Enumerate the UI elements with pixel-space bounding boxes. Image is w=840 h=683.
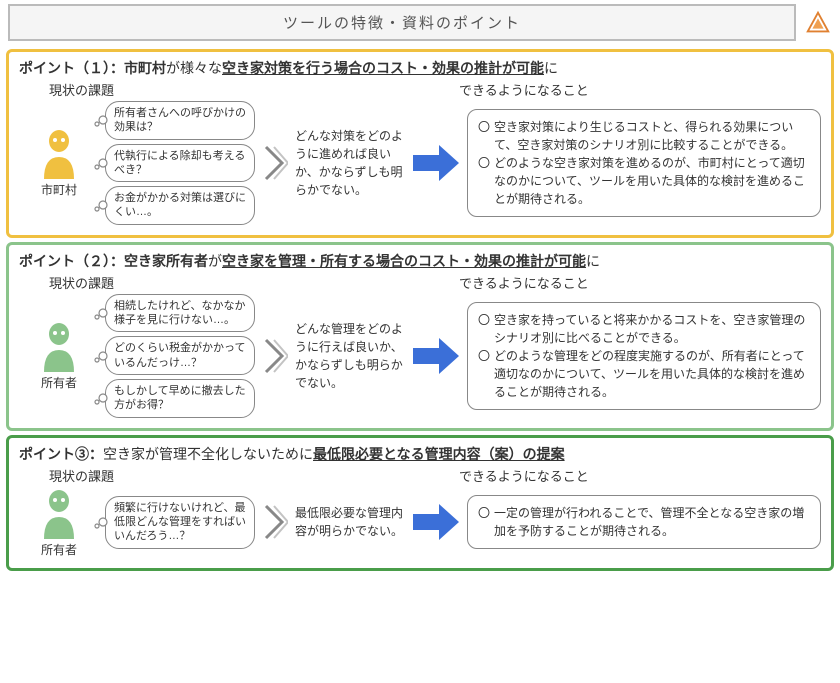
persona: 所有者 <box>19 487 99 558</box>
right-sublabel: できるようになること <box>439 466 821 485</box>
result-box: 〇一定の管理が行われることで、管理不全となる空き家の増加を予防することが期待され… <box>467 495 821 549</box>
chevron-icon <box>261 143 289 183</box>
thought-bubble: どのくらい税金がかかっているんだっけ…？ <box>105 336 255 375</box>
bubbles-col: 頻繁に行けないけれど、最低限どんな管理をすればいいんだろう…？ <box>105 496 255 549</box>
logo-icon <box>804 9 832 37</box>
persona: 市町村 <box>19 127 99 198</box>
chevron-icon <box>261 502 289 542</box>
thought-bubble: 所有者さんへの呼びかけの効果は？ <box>105 101 255 140</box>
thought-bubble: お金がかかる対策は選びにくい…。 <box>105 186 255 225</box>
chevron-icon <box>261 336 289 376</box>
left-sublabel: 現状の課題 <box>19 80 439 99</box>
arrow-icon <box>411 334 461 378</box>
result-box: 〇空き家を持っていると将来かかるコストを、空き家管理のシナリオ別に比べることがで… <box>467 302 821 410</box>
result-item: 〇どのような管理をどの程度実施するのが、所有者にとって適切なのかについて、ツール… <box>478 347 810 401</box>
header: ツールの特徴・資料のポイント <box>0 0 840 45</box>
thought-bubble: 代執行による除却も考えるべき？ <box>105 144 255 183</box>
point-title: ポイント③：空き家が管理不全化しないために最低限必要となる管理内容（案）の提案 <box>19 444 821 464</box>
thought-bubble: もしかして早めに撤去した方がお得？ <box>105 379 255 418</box>
persona-label: 所有者 <box>41 374 77 391</box>
result-item: 〇一定の管理が行われることで、管理不全となる空き家の増加を予防することが期待され… <box>478 504 810 540</box>
persona-label: 市町村 <box>41 181 77 198</box>
point-title: ポイント（２）：空き家所有者が空き家を管理・所有する場合のコスト・効果の推計が可… <box>19 251 821 271</box>
point-section-3: ポイント③：空き家が管理不全化しないために最低限必要となる管理内容（案）の提案 … <box>6 435 834 571</box>
right-sublabel: できるようになること <box>439 80 821 99</box>
result-item: 〇どのような空き家対策を進めるのが、市町村にとって適切なのかについて、ツールを用… <box>478 154 810 208</box>
left-sublabel: 現状の課題 <box>19 466 439 485</box>
arrow-icon <box>411 500 461 544</box>
result-item: 〇空き家対策により生じるコストと、得られる効果について、空き家対策のシナリオ別に… <box>478 118 810 154</box>
left-sublabel: 現状の課題 <box>19 273 439 292</box>
result-box: 〇空き家対策により生じるコストと、得られる効果について、空き家対策のシナリオ別に… <box>467 109 821 217</box>
mid-text: どんな対策をどのように進めれば良いか、かならずしも明らかでない。 <box>295 127 405 199</box>
bubbles-col: 相続したけれど、なかなか様子を見に行けない…。 どのくらい税金がかかっているんだ… <box>105 294 255 418</box>
arrow-icon <box>411 141 461 185</box>
thought-bubble: 相続したけれど、なかなか様子を見に行けない…。 <box>105 294 255 333</box>
point-section-1: ポイント（１）：市町村が様々な空き家対策を行う場合のコスト・効果の推計が可能に … <box>6 49 834 238</box>
persona-label: 所有者 <box>41 541 77 558</box>
mid-text: 最低限必要な管理内容が明らかでない。 <box>295 504 405 540</box>
result-item: 〇空き家を持っていると将来かかるコストを、空き家管理のシナリオ別に比べることがで… <box>478 311 810 347</box>
point-section-2: ポイント（２）：空き家所有者が空き家を管理・所有する場合のコスト・効果の推計が可… <box>6 242 834 431</box>
thought-bubble: 頻繁に行けないけれど、最低限どんな管理をすればいいんだろう…？ <box>105 496 255 549</box>
mid-text: どんな管理をどのように行えば良いか、かならずしも明らかでない。 <box>295 320 405 392</box>
point-title: ポイント（１）：市町村が様々な空き家対策を行う場合のコスト・効果の推計が可能に <box>19 58 821 78</box>
persona: 所有者 <box>19 320 99 391</box>
bubbles-col: 所有者さんへの呼びかけの効果は？ 代執行による除却も考えるべき？ お金がかかる対… <box>105 101 255 225</box>
right-sublabel: できるようになること <box>439 273 821 292</box>
page-title: ツールの特徴・資料のポイント <box>8 4 796 41</box>
